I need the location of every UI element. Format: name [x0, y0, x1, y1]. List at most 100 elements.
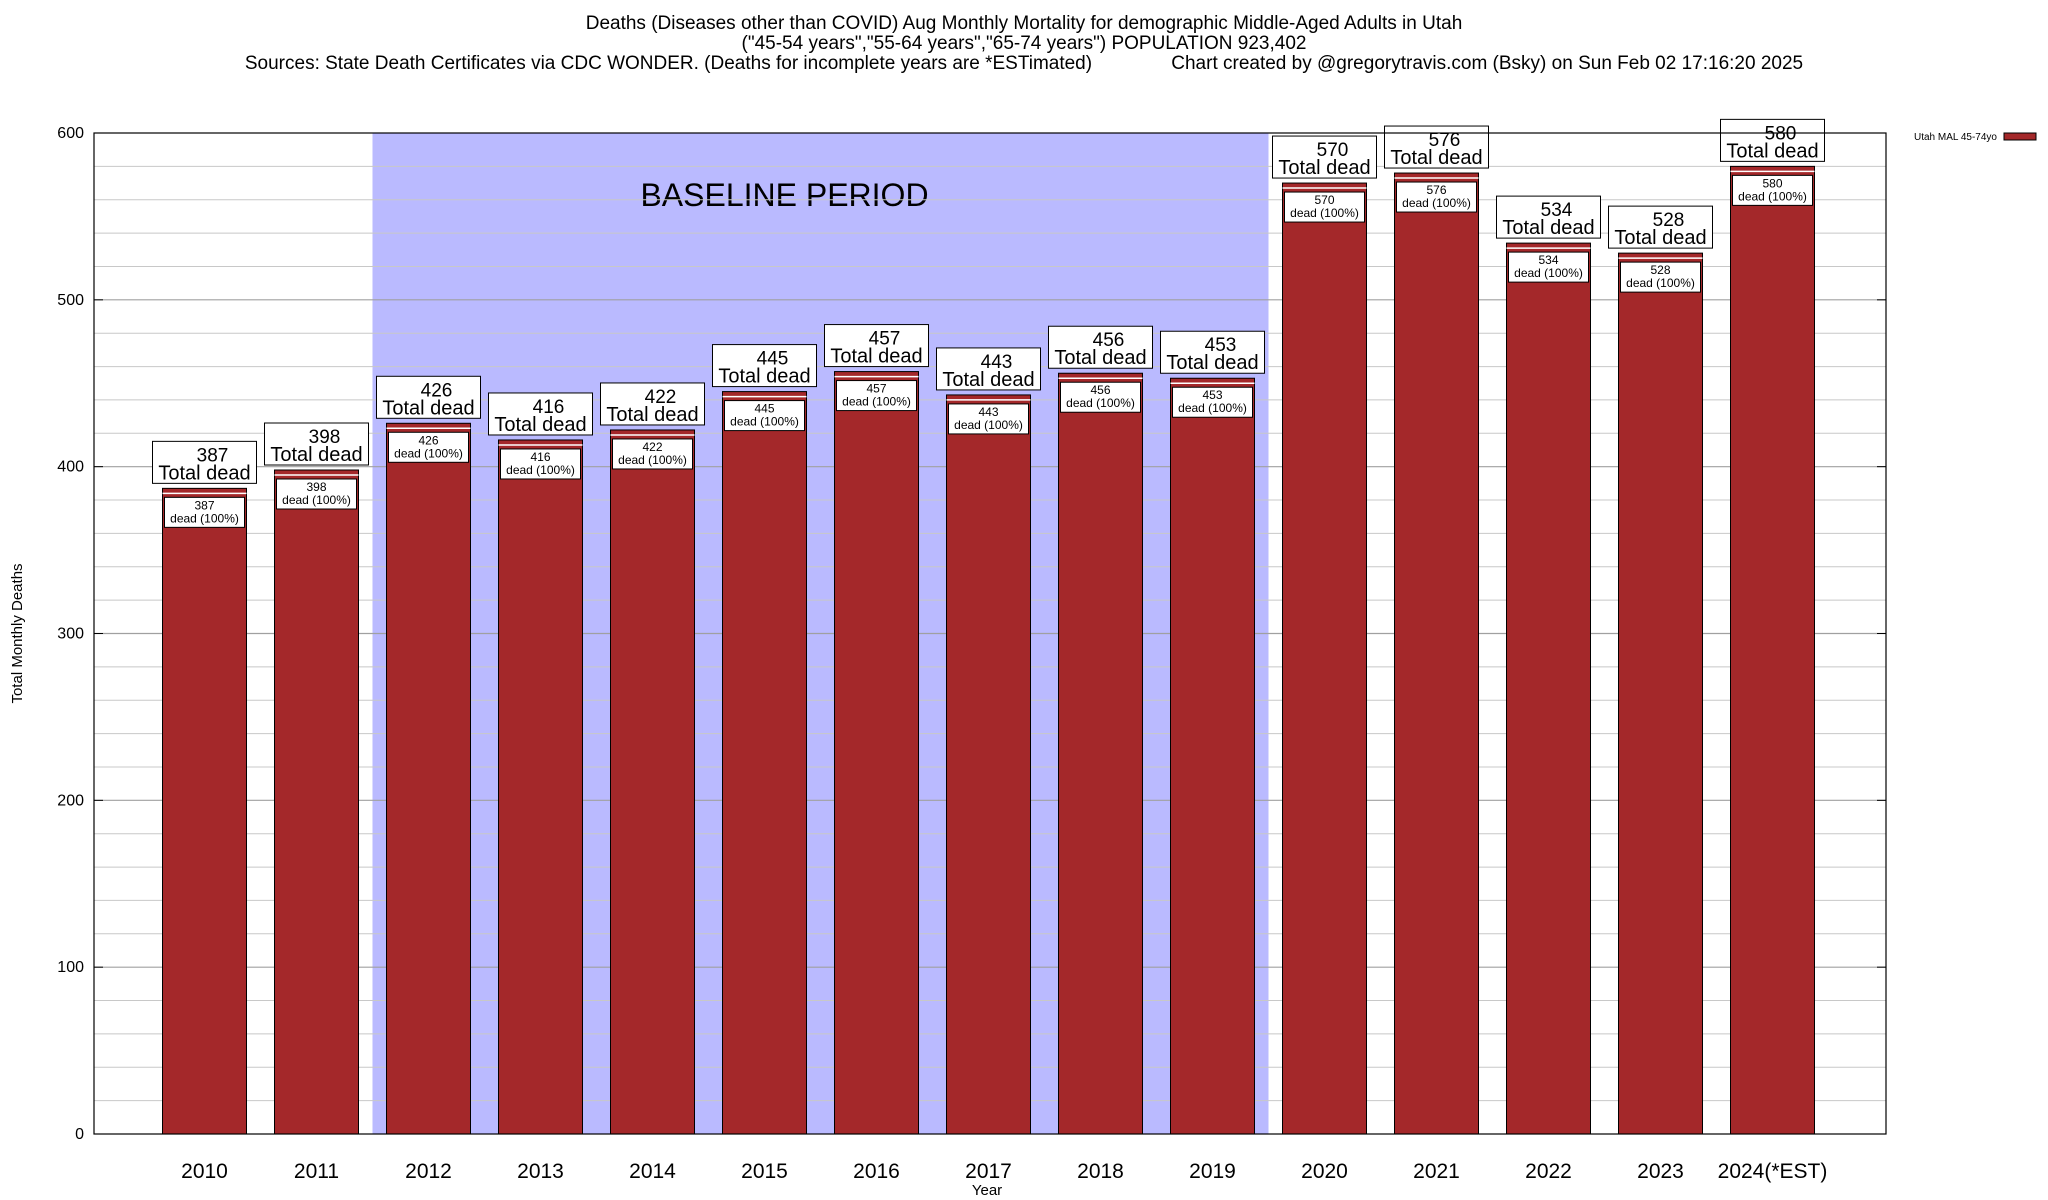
y-tick-label: 100: [57, 959, 84, 976]
bar-top-label-box: [1272, 135, 1377, 179]
bar-inner-value: 456: [1090, 383, 1110, 397]
bar-2012: [386, 422, 471, 1135]
bar-top-label: Total dead: [718, 366, 810, 388]
bar-inner-label-box: [1172, 386, 1253, 418]
bar-top-label: Total dead: [1726, 140, 1818, 162]
x-tick-label: 2012: [405, 1160, 452, 1183]
bar-inner-value: 398: [306, 480, 326, 494]
bar-2020: [1282, 182, 1367, 1135]
bar-top-value: 426: [421, 380, 453, 401]
bar-top-value: 398: [309, 427, 341, 448]
bar-inner-label-box: [612, 438, 693, 470]
x-tick-label: 2013: [517, 1160, 564, 1183]
bar-top-value: 570: [1317, 140, 1349, 161]
chart-credit: Chart created by @gregorytravis.com (Bsk…: [1171, 53, 1804, 74]
bar-top-label-box: [488, 392, 593, 436]
bar-2019: [1170, 377, 1255, 1135]
x-tick-label: 2016: [853, 1160, 900, 1183]
x-tick-label: 2022: [1525, 1160, 1572, 1183]
bar-inner-label-box: [1620, 261, 1701, 293]
bar-inner-value: 422: [642, 440, 662, 454]
bar-inner-label-box: [500, 448, 581, 480]
bar-inner-label: dead (100%): [1402, 196, 1471, 210]
bar-top-label: Total dead: [1278, 157, 1370, 179]
bar-top-label-box: [712, 344, 817, 388]
bar-inner-label: dead (100%): [618, 453, 687, 467]
bar-2011: [274, 469, 359, 1135]
bar-inner-value: 534: [1538, 253, 1558, 267]
x-tick-label: 2011: [294, 1160, 339, 1183]
bar-top-value: 453: [1205, 335, 1237, 356]
bar-inner-label-box: [1508, 251, 1589, 283]
bar-top-label-box: [936, 347, 1041, 391]
bar-inner-label: dead (100%): [1178, 401, 1247, 415]
bar-top-label-box: [1160, 330, 1265, 374]
bar-inner-label: dead (100%): [1066, 396, 1135, 410]
bar-top-value: 456: [1093, 330, 1125, 351]
legend-label: Utah MAL 45-74yo: [1914, 132, 1997, 143]
bar-2017: [946, 394, 1031, 1135]
y-tick-label: 300: [57, 626, 84, 643]
chart-title-block: Deaths (Diseases other than COVID) Aug M…: [0, 14, 2048, 74]
chart-title: Deaths (Diseases other than COVID) Aug M…: [585, 13, 1463, 34]
bar-top-label: Total dead: [830, 346, 922, 368]
x-tick-label: 2017: [965, 1160, 1012, 1183]
x-tick-label: 2019: [1189, 1160, 1236, 1183]
bar-inner-value: 580: [1762, 176, 1782, 190]
bar-top-label: Total dead: [1054, 347, 1146, 369]
bar-2024(*EST): [1730, 165, 1815, 1135]
y-tick-label: 200: [57, 792, 84, 809]
bar-inner-label-box: [836, 380, 917, 412]
bar-top-label: Total dead: [606, 404, 698, 426]
x-tick-label: 2020: [1301, 1160, 1348, 1183]
bar-top-value: 387: [197, 445, 229, 466]
bar-top-label: Total dead: [942, 369, 1034, 391]
bar-inner-label-box: [164, 496, 245, 528]
y-axis-title: Total Monthly Deaths: [9, 563, 26, 703]
bar-top-label: Total dead: [1502, 217, 1594, 239]
bar-inner-label: dead (100%): [842, 395, 911, 409]
x-tick-label: 2014: [629, 1160, 676, 1183]
bar-inner-label: dead (100%): [506, 463, 575, 477]
x-tick-label: 2024(*EST): [1718, 1160, 1828, 1183]
bar-inner-value: 426: [418, 433, 438, 447]
bar-2013: [498, 439, 583, 1135]
y-tick-label: 400: [57, 459, 84, 476]
bar-top-value: 528: [1653, 210, 1685, 231]
bar-inner-value: 443: [978, 405, 998, 419]
legend-swatch: [2003, 132, 2037, 141]
bar-top-value: 576: [1429, 130, 1461, 151]
bar-inner-value: 445: [754, 402, 774, 416]
bar-inner-value: 416: [530, 450, 550, 464]
bar-inner-label: dead (100%): [954, 418, 1023, 432]
bar-top-value: 445: [757, 349, 789, 370]
bar-inner-label-box: [1732, 174, 1813, 206]
bar-inner-label: dead (100%): [1514, 266, 1583, 280]
bar-2014: [610, 429, 695, 1135]
bar-inner-label-box: [1284, 191, 1365, 223]
x-tick-label: 2023: [1637, 1160, 1684, 1183]
x-tick-label: 2021: [1413, 1160, 1460, 1183]
x-axis-title: Year: [972, 1182, 1002, 1199]
chart-source-line: Sources: State Death Certificates via CD…: [0, 54, 2048, 74]
baseline-label: BASELINE PERIOD: [640, 177, 928, 213]
bar-inner-value: 457: [866, 382, 886, 396]
bar-inner-label: dead (100%): [1290, 206, 1359, 220]
bar-inner-label-box: [724, 400, 805, 432]
y-tick-label: 600: [57, 125, 84, 142]
bar-2018: [1058, 372, 1143, 1135]
bar-inner-label: dead (100%): [1738, 189, 1807, 203]
bar-inner-label-box: [1396, 181, 1477, 213]
bar-inner-label: dead (100%): [170, 511, 239, 525]
bar-2010: [162, 487, 247, 1135]
bar-top-value: 443: [981, 352, 1013, 373]
bar-inner-label: dead (100%): [730, 415, 799, 429]
bar-inner-value: 528: [1650, 263, 1670, 277]
bar-2022: [1506, 242, 1591, 1135]
bar-top-label: Total dead: [270, 444, 362, 466]
bar-top-label-box: [600, 382, 705, 426]
bar-2021: [1394, 172, 1479, 1135]
bar-inner-value: 387: [194, 498, 214, 512]
bar-2015: [722, 391, 807, 1135]
